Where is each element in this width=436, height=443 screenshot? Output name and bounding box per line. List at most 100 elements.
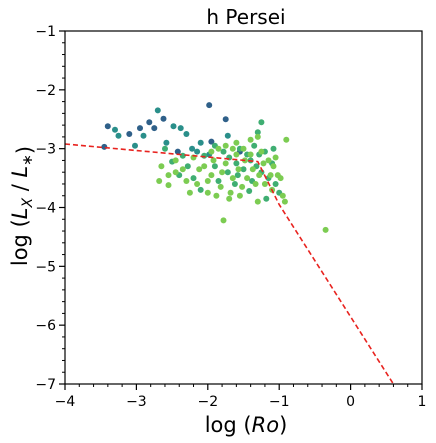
plot-frame bbox=[64, 30, 423, 385]
data-point-light-0 bbox=[158, 163, 165, 170]
data-point-mid-24 bbox=[258, 119, 265, 126]
data-point-light-38 bbox=[247, 136, 254, 143]
data-point-light-45 bbox=[179, 166, 186, 173]
data-point-light-52 bbox=[240, 145, 247, 152]
data-point-light-2 bbox=[165, 182, 172, 189]
data-point-light-8 bbox=[204, 189, 211, 196]
axis-ticks: −4 −3 −2 −1 0 1 −7 −6 −5 −4 −3 −2 −1 bbox=[35, 24, 426, 410]
data-point-mid-14 bbox=[251, 142, 258, 149]
data-point-teal-7 bbox=[163, 139, 170, 146]
data-point-dark-1 bbox=[126, 131, 133, 137]
data-point-light-7 bbox=[196, 166, 203, 173]
data-point-light-3 bbox=[172, 157, 179, 164]
data-point-teal-6 bbox=[183, 131, 190, 137]
data-point-light-28 bbox=[265, 157, 272, 164]
data-point-mid-11 bbox=[240, 166, 247, 173]
data-point-light-46 bbox=[172, 169, 179, 176]
data-point-teal-3 bbox=[154, 107, 161, 114]
data-point-light-42 bbox=[208, 148, 215, 155]
data-point-mid-9 bbox=[233, 160, 240, 167]
data-point-light-37 bbox=[254, 133, 261, 140]
data-point-light-26 bbox=[260, 160, 267, 167]
data-point-teal-13 bbox=[197, 139, 204, 146]
data-point-light-55 bbox=[165, 172, 172, 179]
data-point-light-30 bbox=[270, 163, 277, 170]
data-point-light-50 bbox=[254, 198, 261, 205]
y-tick-label-2: −5 bbox=[35, 259, 56, 275]
data-point-dark-2 bbox=[137, 125, 143, 132]
data-point-light-4 bbox=[183, 178, 190, 184]
data-point-teal-5 bbox=[177, 125, 184, 132]
data-point-light-11 bbox=[213, 192, 220, 199]
data-point-mid-32 bbox=[184, 163, 191, 170]
data-point-teal-1 bbox=[132, 142, 138, 149]
data-point-mid-7 bbox=[220, 148, 227, 155]
scatter-points bbox=[101, 102, 329, 233]
data-point-light-39 bbox=[233, 139, 240, 146]
data-point-light-14 bbox=[222, 160, 229, 167]
x-tick-label-0: −4 bbox=[55, 394, 76, 410]
data-point-light-36 bbox=[283, 136, 290, 143]
x-axis-label: log (Ro) bbox=[205, 413, 288, 437]
data-point-dark-9 bbox=[174, 148, 181, 155]
data-point-light-41 bbox=[215, 145, 222, 152]
data-point-mid-3 bbox=[190, 175, 197, 182]
y-axis-label: log (LX / L∗) bbox=[8, 146, 37, 266]
data-point-light-31 bbox=[272, 154, 279, 161]
data-point-light-16 bbox=[229, 175, 236, 182]
data-point-mid-23 bbox=[254, 129, 261, 136]
y-tick-label-0: −7 bbox=[35, 377, 56, 393]
data-point-light-29 bbox=[267, 172, 274, 179]
data-point-light-6 bbox=[194, 181, 201, 187]
data-point-mid-34 bbox=[234, 172, 241, 179]
data-point-light-25 bbox=[256, 172, 263, 179]
data-point-light-21 bbox=[244, 175, 251, 182]
data-point-light-27 bbox=[261, 181, 268, 187]
x-tick-label-1: −3 bbox=[126, 394, 147, 410]
data-point-light-12 bbox=[217, 183, 224, 190]
data-point-light-33 bbox=[277, 175, 284, 182]
data-point-teal-12 bbox=[112, 126, 118, 133]
data-point-light-9 bbox=[208, 172, 215, 179]
fit-line bbox=[64, 143, 395, 385]
data-point-light-35 bbox=[281, 198, 288, 205]
data-point-light-54 bbox=[229, 145, 236, 152]
data-point-light-15 bbox=[227, 189, 234, 196]
data-point-teal-8 bbox=[189, 145, 196, 152]
x-tick-label-5: 1 bbox=[418, 394, 427, 410]
y-tick-label-1: −6 bbox=[35, 318, 56, 334]
data-point-mid-27 bbox=[231, 181, 238, 187]
data-point-mid-33 bbox=[224, 169, 231, 176]
data-point-dark-3 bbox=[146, 119, 153, 126]
data-point-dark-6 bbox=[206, 102, 213, 109]
data-point-light-5 bbox=[186, 189, 193, 196]
data-point-mid-31 bbox=[270, 145, 277, 152]
data-point-light-47 bbox=[220, 217, 227, 224]
data-point-light-43 bbox=[201, 163, 208, 170]
data-point-dark-8 bbox=[208, 138, 215, 145]
data-point-dark-10 bbox=[101, 143, 108, 150]
data-point-dark-7 bbox=[222, 116, 229, 123]
data-point-light-22 bbox=[247, 151, 254, 158]
data-point-light-57 bbox=[226, 195, 233, 202]
data-point-light-13 bbox=[219, 169, 226, 176]
data-point-mid-5 bbox=[211, 163, 218, 170]
data-point-teal-4 bbox=[170, 123, 177, 130]
data-point-teal-0 bbox=[115, 132, 122, 139]
data-point-light-49 bbox=[236, 192, 243, 199]
data-point-teal-10 bbox=[224, 132, 231, 139]
data-point-light-10 bbox=[210, 157, 217, 164]
data-point-mid-30 bbox=[263, 195, 270, 202]
data-point-teal-2 bbox=[140, 132, 147, 139]
data-point-dark-4 bbox=[151, 125, 158, 132]
x-tick-label-3: −1 bbox=[269, 394, 290, 410]
x-tick-label-2: −2 bbox=[197, 394, 218, 410]
y-tick-label-5: −2 bbox=[35, 83, 56, 99]
y-tick-label-4: −3 bbox=[35, 142, 56, 158]
data-point-light-34 bbox=[279, 192, 286, 199]
data-point-mid-4 bbox=[201, 152, 208, 159]
data-point-mid-0 bbox=[162, 145, 168, 152]
data-point-mid-6 bbox=[215, 178, 222, 184]
data-point-teal-9 bbox=[194, 148, 201, 155]
